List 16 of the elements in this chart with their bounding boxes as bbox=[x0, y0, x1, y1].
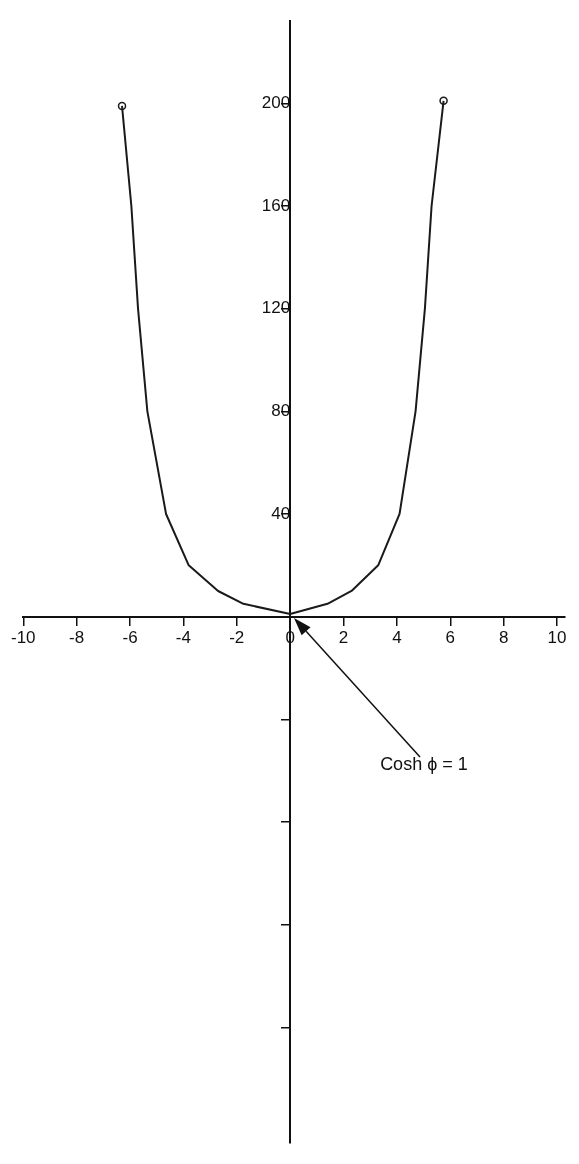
annotation: Cosh ϕ = 1 bbox=[380, 754, 468, 776]
x-tick-label: 8 bbox=[498, 627, 509, 647]
x-tick-label: 6 bbox=[445, 627, 455, 647]
x-tick-label: -4 bbox=[175, 627, 191, 647]
x-tick-label: -6 bbox=[122, 627, 138, 647]
y-tick-label: 160 bbox=[261, 195, 291, 215]
x-tick-label: -8 bbox=[69, 627, 85, 647]
x-tick-label: 10 bbox=[547, 627, 567, 647]
y-tick-label: 40 bbox=[271, 503, 291, 523]
y-tick-label: 80 bbox=[271, 401, 291, 421]
x-tick-label: 2 bbox=[338, 627, 349, 647]
x-tick-label: -10 bbox=[11, 627, 36, 647]
y-tick-label: 200 bbox=[261, 93, 291, 113]
x-tick-label: 4 bbox=[392, 627, 402, 647]
x-tick-label: -2 bbox=[229, 627, 245, 647]
y-tick-label: 120 bbox=[261, 298, 291, 318]
